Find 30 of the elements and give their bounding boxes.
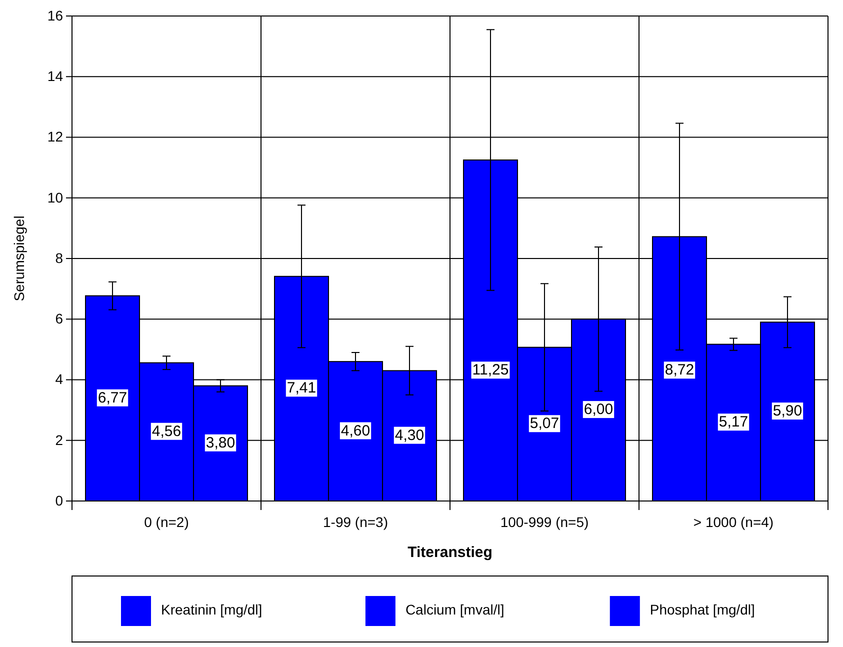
text: 4,60 xyxy=(340,422,370,440)
y-tick-label: 0 xyxy=(55,492,64,508)
y-tick-label: 8 xyxy=(55,250,64,266)
text: 3,80 xyxy=(206,434,236,452)
x-axis-title: Titeranstieg xyxy=(408,544,492,561)
text: 6,00 xyxy=(584,401,614,418)
y-tick-label: 2 xyxy=(55,432,64,448)
x-tick-label: 1-99 (n=3) xyxy=(323,514,388,530)
x-tick-label: 100-999 (n=5) xyxy=(500,514,589,530)
text: 4,30 xyxy=(394,426,424,444)
text: 6,77 xyxy=(98,389,128,406)
text: 11,25 xyxy=(472,362,509,379)
y-axis-title: Serumspiegel xyxy=(11,216,27,302)
legend-label: Calcium [mval/l] xyxy=(405,602,504,618)
text: 5,17 xyxy=(718,414,748,431)
text: 5,90 xyxy=(772,402,802,420)
y-tick-label: 6 xyxy=(55,310,64,327)
text: 8,72 xyxy=(664,362,694,379)
legend-label: Kreatinin [mg/dl] xyxy=(161,602,262,618)
y-tick-label: 4 xyxy=(55,371,64,388)
text: 7,41 xyxy=(286,380,316,397)
y-tick-label: 10 xyxy=(47,189,64,206)
y-tick-label: 16 xyxy=(47,7,64,24)
y-tick-label: 12 xyxy=(47,128,64,145)
x-tick-label: > 1000 (n=4) xyxy=(693,514,774,530)
y-tick-label: 14 xyxy=(47,68,64,84)
legend-label: Phosphat [mg/dl] xyxy=(650,602,755,618)
text: 5,07 xyxy=(530,415,560,432)
text: 4,56 xyxy=(152,422,182,440)
x-tick-label: 0 (n=2) xyxy=(144,514,189,530)
